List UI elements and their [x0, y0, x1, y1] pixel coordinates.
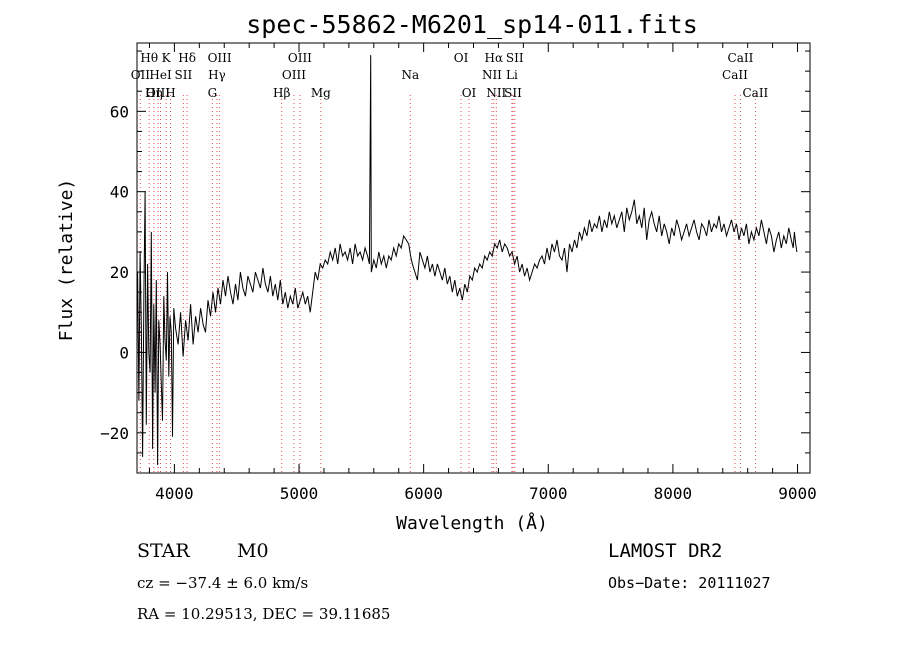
y-tick-label: 20	[110, 263, 129, 282]
survey-name: LAMOST DR2	[608, 540, 723, 562]
spectral-line-label: NII	[486, 86, 506, 100]
spectral-line-label: Mg	[311, 86, 331, 100]
spectral-line-label: HeI	[149, 68, 172, 82]
spectral-line-label: H	[165, 86, 175, 100]
spectral-line-label: OIII	[288, 51, 312, 65]
x-tick-label: 6000	[404, 484, 443, 503]
spectral-line-label: OIII	[282, 68, 306, 82]
spectral-line-label: Hδ	[178, 51, 196, 65]
y-tick-labels: −20 0 20 40 60	[100, 102, 129, 442]
spectral-line-label: OIII	[208, 51, 232, 65]
spectral-line-label: Hθ	[140, 51, 158, 65]
spectral-line-label: SII	[504, 86, 522, 100]
chart-title: spec-55862-M6201_sp14-011.fits	[246, 10, 698, 39]
line-markers	[139, 95, 756, 473]
y-tick-label: 40	[110, 183, 129, 202]
spectral-line-label: OIII	[146, 86, 170, 100]
object-subclass: M0	[237, 540, 269, 562]
redshift-readout: cz = −37.4 ± 6.0 km/s	[137, 574, 309, 592]
spectral-line-label: Li	[506, 68, 518, 82]
spectral-line-label: OI	[454, 51, 469, 65]
spectral-line-label: SII	[506, 51, 524, 65]
spectral-line-label: K	[162, 51, 172, 65]
spectral-line-label: Hη	[145, 86, 163, 100]
spectral-line-label: NII	[482, 68, 502, 82]
x-tick-label: 5000	[280, 484, 319, 503]
spectral-line-label: G	[208, 86, 218, 100]
spectral-line-label: SII	[175, 68, 193, 82]
plot-frame	[136, 42, 811, 474]
coordinates: RA = 10.29513, DEC = 39.11685	[137, 605, 391, 623]
spectral-line-label: CaII	[728, 51, 754, 65]
spectral-line-label: CaII	[722, 68, 748, 82]
y-tick-label: 0	[119, 343, 129, 362]
x-tick-labels: 4000 5000 6000 7000 8000 9000	[155, 484, 817, 503]
x-tick-label: 9000	[778, 484, 817, 503]
y-tick-label: 60	[110, 102, 129, 121]
spectral-line-label: Na	[401, 68, 419, 82]
obs-date: Obs−Date: 20111027	[608, 574, 771, 592]
spectrum-line	[137, 55, 798, 466]
spectral-line-label: CaII	[742, 86, 768, 100]
axis-ticks	[137, 43, 810, 473]
spectral-line-label: Hα	[485, 51, 504, 65]
x-axis-label: Wavelength (Å)	[396, 512, 548, 534]
object-class: STAR	[137, 540, 190, 562]
y-tick-label: −20	[100, 424, 129, 443]
y-axis-label: Flux (relative)	[56, 179, 77, 342]
spectral-line-label: Hγ	[208, 68, 226, 82]
spectral-line-label: OII	[131, 68, 151, 82]
spectral-line-label: Hβ	[273, 86, 290, 100]
spectral-line-label: OI	[462, 86, 477, 100]
spectrum	[137, 55, 798, 466]
x-tick-label: 8000	[654, 484, 693, 503]
x-tick-label: 4000	[155, 484, 194, 503]
x-tick-label: 7000	[529, 484, 568, 503]
